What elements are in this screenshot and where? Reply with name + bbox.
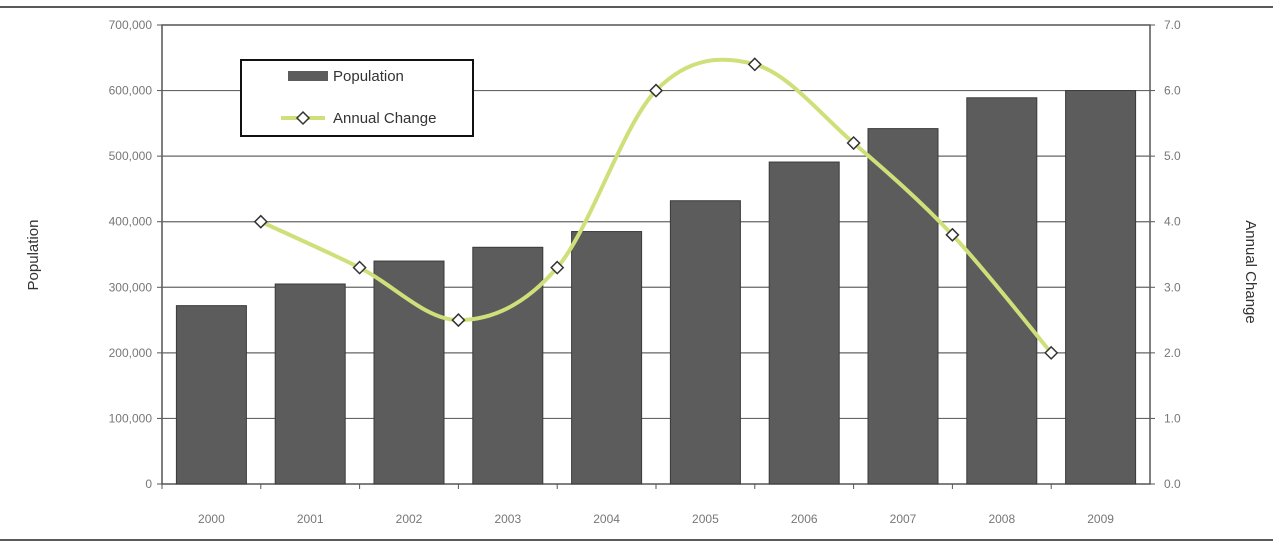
bar-2000 <box>175 305 247 485</box>
annual-change-point-6 <box>747 57 762 72</box>
left-tick-label: 500,000 <box>109 149 153 163</box>
annual-change-point-1 <box>253 214 268 229</box>
bars <box>175 90 1137 485</box>
right-axis-ticks: 0.0 1.0 2.0 3.0 4.0 5.0 6.0 7.0 <box>1150 18 1181 491</box>
legend: Population Annual Change <box>240 59 474 137</box>
annual-change-point-8 <box>945 227 960 242</box>
left-tick-label: 600,000 <box>109 84 153 98</box>
annual-change-point-5 <box>648 83 664 98</box>
x-tick-label: 2004 <box>593 512 620 526</box>
x-tick-label: 2008 <box>988 512 1015 526</box>
x-tick-label: 2001 <box>297 512 324 526</box>
bar-2005 <box>669 200 741 485</box>
right-tick-label: 1.0 <box>1164 411 1181 425</box>
annual-change-series <box>253 57 1059 360</box>
right-tick-label: 4.0 <box>1164 215 1181 229</box>
right-tick-label: 2.0 <box>1164 346 1181 360</box>
legend-swatch-annual-change-marker <box>295 110 311 126</box>
right-tick-label: 7.0 <box>1164 18 1181 32</box>
bar-2006 <box>768 161 840 485</box>
x-tick-label: 2000 <box>198 512 225 526</box>
left-tick-label: 100,000 <box>109 411 153 425</box>
right-tick-label: 3.0 <box>1164 280 1181 294</box>
x-tick-label: 2007 <box>890 512 917 526</box>
left-tick-label: 0 <box>145 477 152 491</box>
x-tick-label: 2003 <box>494 512 521 526</box>
left-tick-label: 700,000 <box>109 18 153 32</box>
bar-2007 <box>867 128 939 485</box>
x-axis-ticks: 2000 2001 2002 2003 2004 2005 2006 2007 2008 2009 <box>161 484 1114 526</box>
x-tick-label: 2009 <box>1087 512 1114 526</box>
legend-label-population: Population <box>333 68 404 85</box>
left-tick-label: 200,000 <box>109 346 153 360</box>
bar-2002 <box>373 260 445 485</box>
legend-box <box>240 59 474 137</box>
right-axis-title: Annual Change <box>1242 220 1259 323</box>
x-tick-label: 2006 <box>791 512 818 526</box>
x-tick-label: 2002 <box>396 512 423 526</box>
left-tick-label: 300,000 <box>109 280 153 294</box>
right-tick-label: 5.0 <box>1164 149 1181 163</box>
annual-change-point-9 <box>1044 345 1059 360</box>
right-tick-label: 6.0 <box>1164 84 1181 98</box>
annual-change-point-7 <box>846 135 861 151</box>
annual-change-point-3 <box>451 313 466 328</box>
left-tick-label: 400,000 <box>109 215 153 229</box>
bar-2003 <box>472 246 544 485</box>
legend-label-annual-change: Annual Change <box>333 110 436 127</box>
bar-2004 <box>571 231 643 485</box>
annual-change-point-4 <box>550 260 565 275</box>
bar-2001 <box>274 283 346 485</box>
bar-2009 <box>1065 90 1137 485</box>
x-tick-label: 2005 <box>692 512 719 526</box>
left-axis-ticks: 0 100,000 200,000 300,000 400,000 500,000 600,… <box>109 18 162 491</box>
left-axis-title: Population <box>25 220 42 291</box>
legend-swatch-population <box>288 71 328 81</box>
annual-change-point-2 <box>352 260 367 275</box>
right-tick-label: 0.0 <box>1164 477 1181 491</box>
